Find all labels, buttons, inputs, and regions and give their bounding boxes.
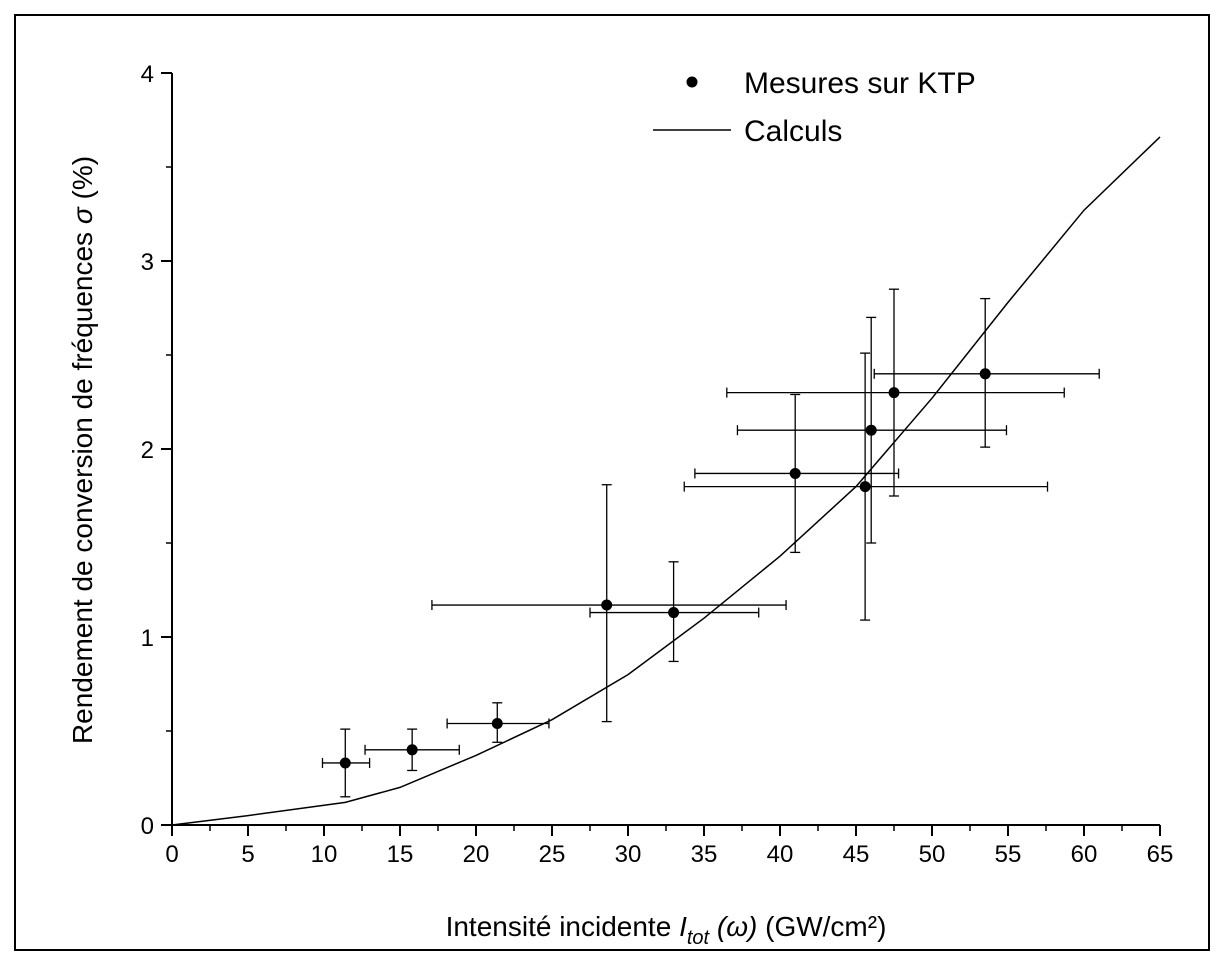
x-tick-label: 0 [165,841,178,868]
data-point [339,757,351,769]
y-tick-label: 2 [141,437,154,464]
y-axis-title: Rendement de conversion de fréquences σ … [67,156,98,744]
x-tick-label: 20 [463,841,490,868]
x-tick-label: 60 [1071,841,1098,868]
x-tick-label: 10 [311,841,338,868]
data-point [888,387,900,399]
x-axis-title-symbol: I [679,911,687,942]
data-point [979,368,991,380]
calculs-line [171,136,1161,826]
x-tick-label: 65 [1147,841,1174,868]
figure-frame [14,14,1210,951]
legend: Mesures sur KTP Calculs [653,67,976,148]
x-tick-label: 35 [691,841,718,868]
calculs-curve-layer [171,136,1161,826]
data-point [859,481,871,493]
data-point [491,717,503,729]
tick-labels: 0 5 10 15 20 25 30 35 40 45 50 55 60 65 0 1 2 3 4 [141,61,1174,868]
axes [171,73,1160,826]
data-point [865,424,877,436]
x-axis-title: Intensité incidente Itot (ω) (GW/cm²) [446,911,887,949]
y-tick-label: 4 [141,61,154,88]
x-axis-title-prefix: Intensité incidente [446,911,680,942]
x-tick-label: 45 [843,841,870,868]
y-axis-title-unit: (%) [67,156,98,207]
legend-label-mesures: Mesures sur KTP [744,67,976,100]
legend-marker-mesures [686,76,698,88]
data-point [601,599,613,611]
y-axis-title-prefix: Rendement de conversion de fréquences [67,224,98,744]
ticks [161,72,1161,836]
data-point [668,607,680,619]
data-point [789,467,801,479]
x-tick-label: 5 [241,841,254,868]
y-axis-title-symbol: σ [67,206,98,224]
y-tick-label: 0 [141,813,154,840]
x-tick-label: 15 [387,841,414,868]
y-tick-label: 1 [141,625,154,652]
x-tick-label: 25 [539,841,566,868]
errorbars [321,288,1100,798]
legend-label-calculs: Calculs [744,115,842,148]
x-axis-title-subscript: tot [687,927,711,949]
x-tick-label: 50 [919,841,946,868]
x-tick-label: 30 [615,841,642,868]
x-axis-title-argument: (ω) [709,911,757,942]
x-tick-label: 55 [995,841,1022,868]
x-tick-label: 40 [767,841,794,868]
data-point [406,744,418,756]
x-axis-title-unit: (GW/cm²) [757,911,886,942]
data-points [339,368,991,769]
y-tick-label: 3 [141,249,154,276]
